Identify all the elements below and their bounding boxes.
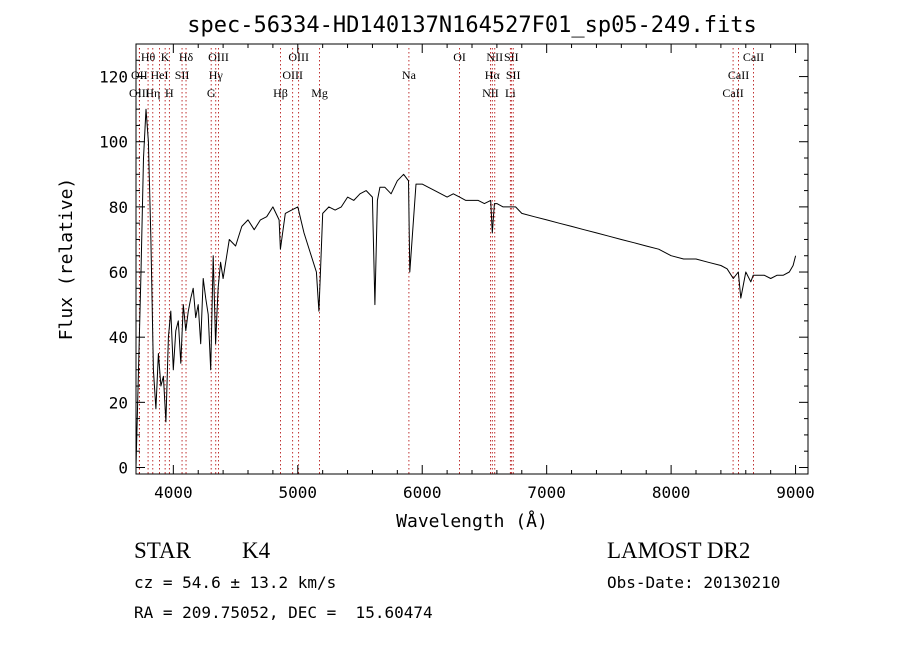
y-axis: 0 20 40 60 80 100 120 <box>99 59 808 477</box>
x-tick-label: 4000 <box>154 483 193 502</box>
line-marker-label: Li <box>505 86 516 100</box>
x-tick-label: 5000 <box>279 483 318 502</box>
line-marker-label: OIII <box>282 68 303 82</box>
line-marker-label: OII <box>131 68 148 82</box>
line-marker-label: G <box>207 86 216 100</box>
obs-date-text: Obs-Date: 20130210 <box>607 573 781 592</box>
line-marker-label: CaII <box>743 50 764 64</box>
line-marker-label: K <box>161 50 170 64</box>
x-tick-label: 7000 <box>527 483 566 502</box>
x-axis-label: Wavelength (Å) <box>396 510 548 532</box>
y-tick-label: 120 <box>99 68 128 87</box>
line-marker-label: H <box>165 86 174 100</box>
line-marker-label: NII <box>482 86 499 100</box>
line-marker-label: HeI <box>151 68 169 82</box>
line-marker-label: Hγ <box>209 68 224 82</box>
line-marker-label: NII <box>486 50 503 64</box>
line-marker-label: OIII <box>208 50 229 64</box>
x-tick-label: 9000 <box>776 483 815 502</box>
y-tick-label: 40 <box>109 328 128 347</box>
line-marker-label: OI <box>453 50 466 64</box>
y-tick-label: 100 <box>99 133 128 152</box>
line-marker-label: Hθ <box>141 50 156 64</box>
x-tick-label: 8000 <box>652 483 691 502</box>
line-marker-label: Hβ <box>273 86 288 100</box>
spectrum-line <box>135 108 797 468</box>
line-marker-label: SII <box>506 68 521 82</box>
x-axis: 4000 5000 6000 7000 8000 9000 <box>154 44 815 502</box>
line-marker-label: Hδ <box>179 50 194 64</box>
chart-title: spec-56334-HD140137N164527F01_sp05-249.f… <box>187 13 757 38</box>
object-class-label: STAR <box>134 538 191 563</box>
redshift-text: cz = 54.6 ± 13.2 km/s <box>134 573 337 592</box>
y-axis-label: Flux (relative) <box>56 178 77 341</box>
line-marker-label: Na <box>402 68 417 82</box>
line-marker-label: Mg <box>311 86 328 100</box>
y-tick-label: 60 <box>109 263 128 282</box>
subclass-label: K4 <box>242 538 271 563</box>
line-marker-label: SII <box>504 50 519 64</box>
plot-frame <box>135 43 809 475</box>
line-marker-label: CaII <box>728 68 749 82</box>
x-tick-label: 6000 <box>403 483 442 502</box>
y-tick-label: 20 <box>109 393 128 412</box>
coordinates-text: RA = 209.75052, DEC = 15.60474 <box>134 603 433 622</box>
line-marker-label: CaII <box>722 86 743 100</box>
line-marker-label: OIII <box>288 50 309 64</box>
series-layer <box>135 108 797 468</box>
y-tick-label: 80 <box>109 198 128 217</box>
line-marker-label: SII <box>175 68 190 82</box>
y-tick-label: 0 <box>118 458 128 477</box>
line-marker-label: Hη <box>145 86 160 100</box>
line-marker-label: Hα <box>485 68 501 82</box>
survey-label: LAMOST DR2 <box>607 538 751 563</box>
